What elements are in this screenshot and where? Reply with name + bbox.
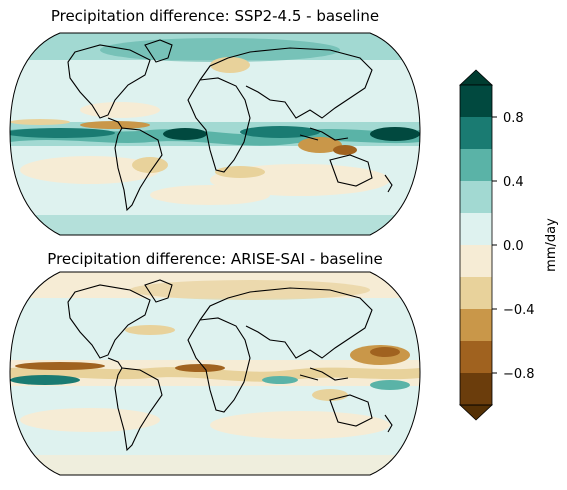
colorbar-bins (460, 85, 492, 406)
colorbar-extend-over (458, 69, 494, 86)
colorbar-tick-label: 0.4 (503, 175, 524, 190)
panel-title-ssp245: Precipitation difference: SSP2-4.5 - bas… (50, 7, 380, 25)
colorbar-bin (460, 117, 492, 150)
colorbar-bin (460, 149, 492, 182)
colorbar-bin (460, 341, 492, 374)
colorbar-bin (460, 245, 492, 278)
colorbar-extend-under (458, 404, 494, 421)
colorbar-bin (460, 277, 492, 310)
colorbar-bin (460, 181, 492, 214)
colorbar: 0.8 0.4 0.0 −0.4 −0.8 mm/day (458, 69, 559, 421)
panel-title-arise-sai: Precipitation difference: ARISE-SAI - ba… (47, 250, 383, 268)
colorbar-label: mm/day (544, 218, 559, 272)
map-ssp245 (9, 32, 421, 236)
colorbar-tick-label: −0.4 (503, 303, 535, 318)
colorbar-bin (460, 85, 492, 118)
colorbar-bin (460, 373, 492, 406)
colorbar-bin (460, 213, 492, 246)
colorbar-tick-label: −0.8 (503, 367, 535, 382)
colorbar-bin (460, 309, 492, 342)
map-arise-sai (9, 271, 421, 476)
colorbar-tick-label: 0.0 (503, 239, 524, 254)
colorbar-tick-label: 0.8 (503, 111, 524, 126)
